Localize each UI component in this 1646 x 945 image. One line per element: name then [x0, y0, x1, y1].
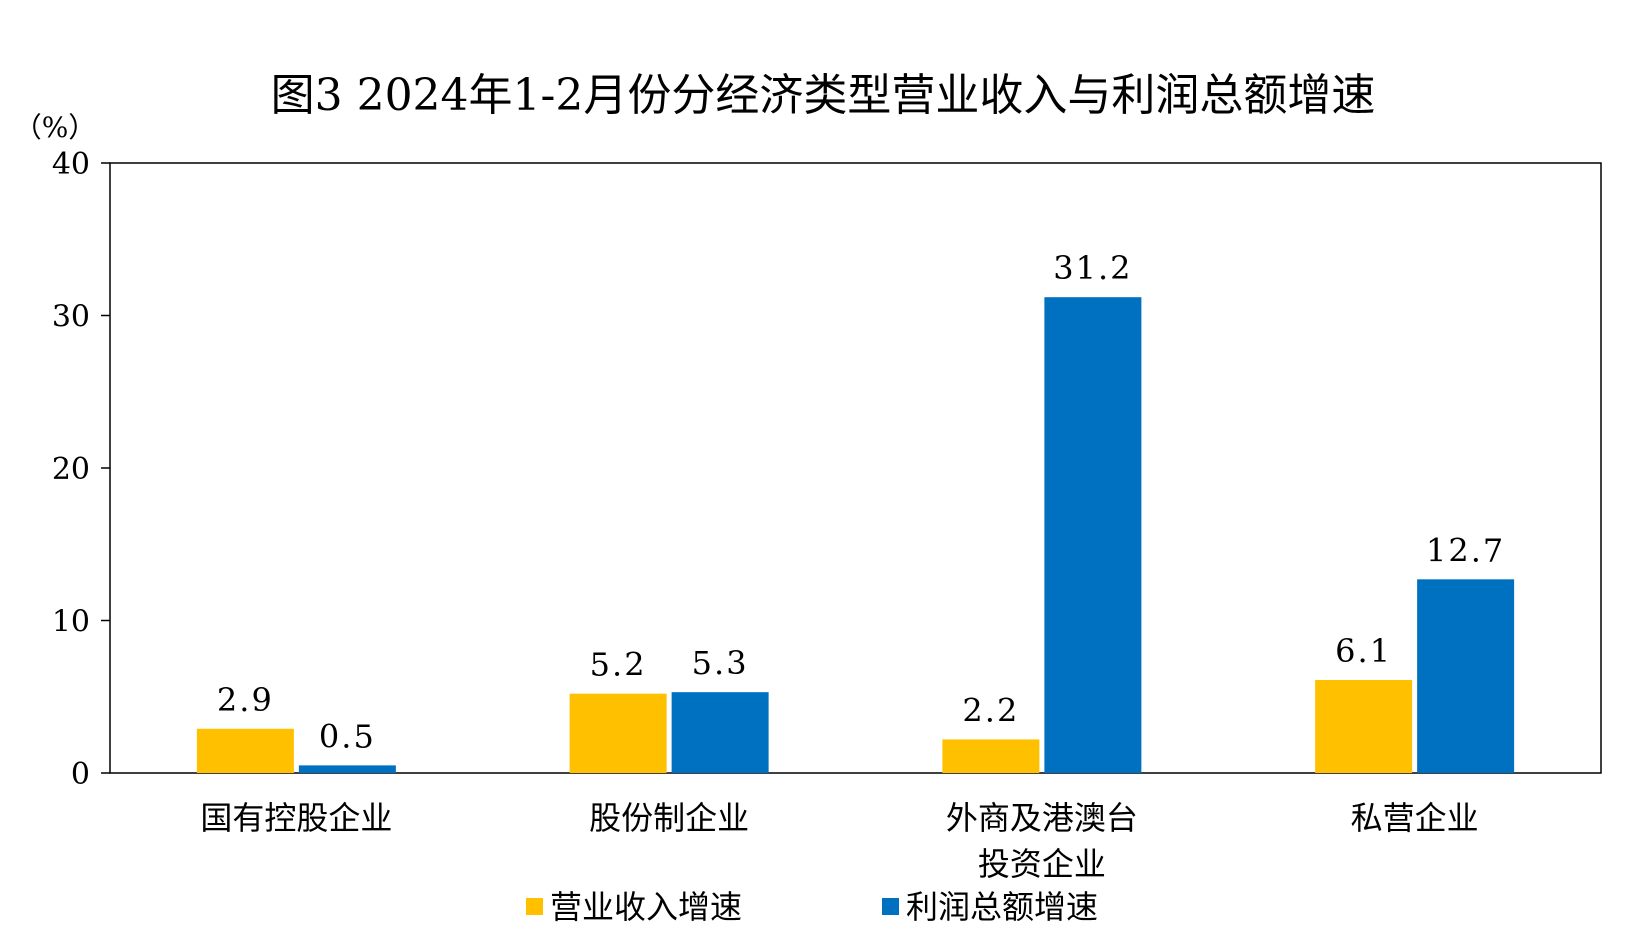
data-label: 2.2: [962, 691, 1019, 729]
data-label: 0.5: [319, 717, 376, 755]
bar-series-2-category-1: [298, 765, 396, 773]
y-tick-label: 10: [52, 605, 90, 640]
legend-swatch: [526, 898, 543, 915]
bar-series-2-category-4: [1417, 579, 1515, 773]
y-axis-ticks: 0 10 20 30 40: [52, 147, 110, 792]
legend-label: 营业收入增速: [550, 888, 742, 926]
y-tick-label: 0: [71, 757, 90, 792]
x-category-label: 私营企业: [1351, 799, 1479, 837]
bar-series-1-category-3: [942, 739, 1040, 773]
bar-series-2-category-3: [1044, 297, 1142, 773]
legend-swatch: [882, 898, 899, 915]
y-axis-unit-label: （%）: [14, 111, 97, 144]
legend: 营业收入增速 利润总额增速: [526, 888, 1098, 926]
data-label: 6.1: [1335, 632, 1392, 670]
bar-series-1-category-2: [569, 693, 667, 773]
x-category-label: 外商及港澳台: [946, 799, 1138, 837]
data-label: 5.3: [692, 644, 749, 682]
bar-series-1-category-4: [1315, 679, 1413, 773]
y-tick-label: 30: [52, 300, 90, 335]
data-label: 12.7: [1426, 531, 1505, 569]
data-label: 5.2: [590, 646, 647, 684]
y-tick-label: 40: [52, 147, 90, 182]
x-category-label: 国有控股企业: [200, 799, 392, 837]
bars: [196, 297, 1515, 773]
chart-title: 图3 2024年1-2月份分经济类型营业收入与利润总额增速: [271, 70, 1376, 121]
y-tick-label: 20: [52, 452, 90, 487]
bar-series-1-category-1: [196, 728, 294, 773]
x-category-label: 股份制企业: [589, 799, 749, 837]
data-label: 2.9: [217, 681, 274, 719]
bar-series-2-category-2: [671, 692, 769, 773]
data-label: 31.2: [1053, 249, 1132, 287]
legend-label: 利润总额增速: [906, 888, 1098, 926]
data-labels: 2.9 0.5 5.2 5.3 2.2 31.2 6.1 12.7: [217, 249, 1505, 755]
x-category-label: 投资企业: [978, 845, 1106, 883]
